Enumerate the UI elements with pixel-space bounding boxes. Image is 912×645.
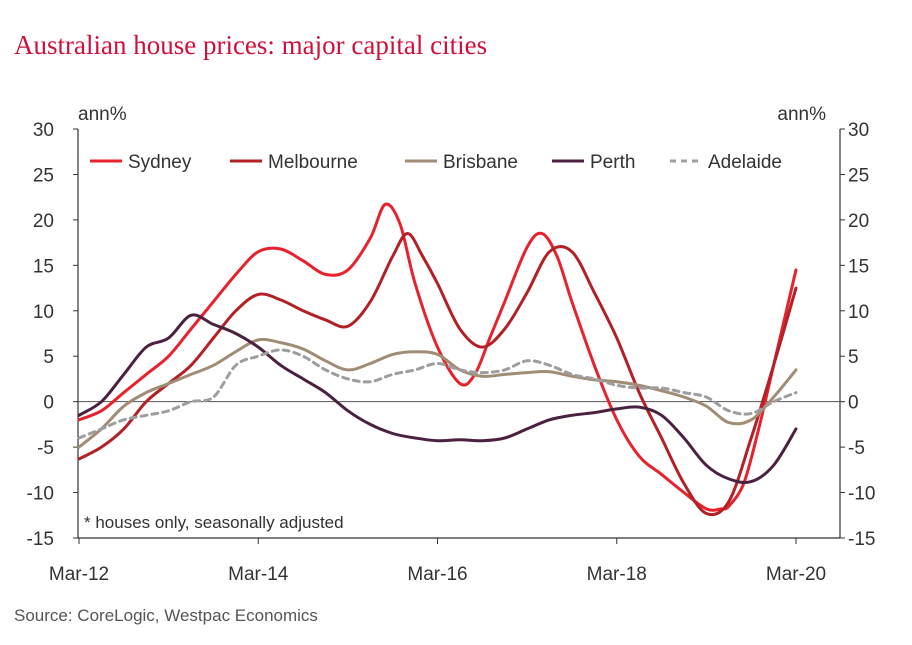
y-tick-label-right: -15: [848, 529, 875, 550]
y-tick-label-right: 20: [848, 211, 869, 232]
x-tick-label: Mar-20: [766, 564, 826, 585]
source-note: Source: CoreLogic, Westpac Economics: [14, 606, 318, 625]
y-tick-label-left: -10: [27, 484, 54, 505]
y-tick-label-right: -10: [848, 484, 875, 505]
x-tick-label: Mar-14: [228, 564, 289, 585]
x-tick-label: Mar-12: [49, 564, 109, 585]
legend: Sydney Melbourne Brisbane Perth Adelaide: [90, 152, 782, 173]
y-tick-label-left: 10: [33, 302, 54, 323]
y-tick-label-right: 25: [848, 165, 869, 186]
legend-label-adelaide: Adelaide: [708, 152, 782, 173]
y-tick-label-right: 0: [848, 393, 859, 414]
y-tick-label-right: 30: [848, 120, 869, 141]
series-line-adelaide: [77, 348, 798, 440]
y-tick-label-right: 5: [848, 347, 859, 368]
y-tick-label-left: 5: [43, 347, 54, 368]
y-tick-label-left: -5: [37, 438, 54, 459]
y-tick-label-left: 25: [33, 165, 54, 186]
left-axis-unit: ann%: [78, 104, 127, 125]
line-chart: -15 -15 -10 -10 -5 -5 0 0 5 5 10 10 15 15 20 20 25 25 30 30…: [27, 104, 876, 585]
y-tick-label-left: -15: [27, 529, 54, 550]
series-line-brisbane: [77, 337, 798, 449]
series-line-melbourne: [77, 232, 798, 517]
chart-note: * houses only, seasonally adjusted: [84, 513, 344, 532]
chart-title: Australian house prices: major capital c…: [14, 30, 488, 60]
legend-label-melbourne: Melbourne: [268, 152, 358, 173]
y-tick-label-left: 30: [33, 120, 54, 141]
axis-ticks: -15 -15 -10 -10 -5 -5 0 0 5 5 10 10 15 15 20 20 25 25 30 30…: [27, 120, 876, 585]
right-axis-unit: ann%: [777, 104, 826, 125]
legend-label-brisbane: Brisbane: [443, 152, 518, 173]
y-tick-label-left: 0: [43, 393, 54, 414]
y-tick-label-left: 20: [33, 211, 54, 232]
legend-label-sydney: Sydney: [128, 152, 192, 173]
y-tick-label-left: 15: [33, 256, 54, 277]
y-tick-label-right: 15: [848, 256, 869, 277]
series-line-sydney: [77, 202, 798, 512]
x-tick-label: Mar-18: [587, 564, 647, 585]
y-tick-label-right: 10: [848, 302, 869, 323]
series-line-perth: [77, 313, 798, 485]
x-tick-label: Mar-16: [407, 564, 467, 585]
y-tick-label-right: -5: [848, 438, 865, 459]
legend-label-perth: Perth: [590, 152, 635, 173]
series-lines: [77, 202, 798, 517]
